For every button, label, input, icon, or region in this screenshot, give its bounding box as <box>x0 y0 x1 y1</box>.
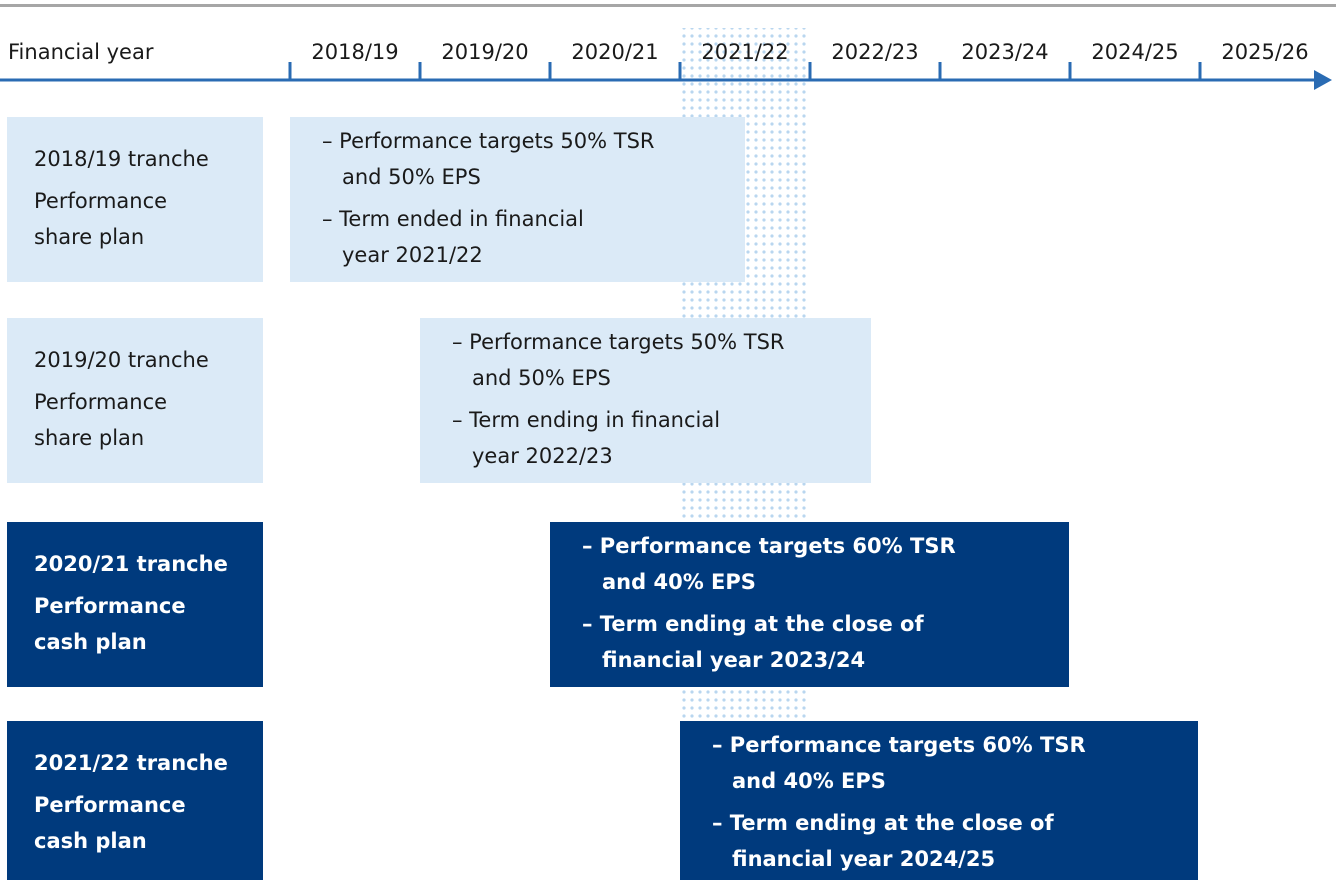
plan-name: Performance <box>34 390 167 414</box>
tranche-title: 2020/21 tranche <box>34 552 228 576</box>
tranche-title: 2019/20 tranche <box>34 348 209 372</box>
term-detail: – Term ending at the close of <box>712 811 1054 835</box>
axis-label: Financial year <box>8 40 154 64</box>
term-detail: – Term ending in financial <box>452 408 720 432</box>
term-detail: and 50% EPS <box>472 366 611 390</box>
year-label: 2025/26 <box>1221 40 1308 64</box>
term-detail: financial year 2023/24 <box>602 648 865 672</box>
term-detail: and 40% EPS <box>732 769 886 793</box>
tranche-label-box <box>7 522 263 687</box>
term-detail: – Performance targets 60% TSR <box>582 534 956 558</box>
year-label: 2024/25 <box>1091 40 1178 64</box>
term-detail: – Term ending at the close of <box>582 612 924 636</box>
tranche-term-box <box>680 721 1198 880</box>
year-label: 2023/24 <box>961 40 1048 64</box>
tranche-title: 2018/19 tranche <box>34 147 209 171</box>
term-detail: financial year 2024/25 <box>732 847 995 871</box>
term-detail: – Performance targets 60% TSR <box>712 733 1086 757</box>
term-detail: – Term ended in financial <box>322 207 584 231</box>
tranche-label-box <box>7 721 263 880</box>
term-detail: – Performance targets 50% TSR <box>452 330 785 354</box>
year-label: 2018/19 <box>311 40 398 64</box>
axis-arrow <box>1314 70 1332 90</box>
tranche-term-box <box>290 117 745 282</box>
term-detail: and 50% EPS <box>342 165 481 189</box>
plan-name: cash plan <box>34 829 147 853</box>
term-detail: year 2021/22 <box>342 243 483 267</box>
tranche-label-box <box>7 318 263 483</box>
term-detail: – Performance targets 50% TSR <box>322 129 655 153</box>
year-label: 2020/21 <box>571 40 658 64</box>
plan-name: cash plan <box>34 630 147 654</box>
term-detail: year 2022/23 <box>472 444 613 468</box>
plan-name: share plan <box>34 225 144 249</box>
plan-name: Performance <box>34 793 186 817</box>
year-label: 2019/20 <box>441 40 528 64</box>
year-label: 2022/23 <box>831 40 918 64</box>
top-rule <box>0 4 1336 7</box>
tranche-title: 2021/22 tranche <box>34 751 228 775</box>
plan-name: share plan <box>34 426 144 450</box>
plan-name: Performance <box>34 189 167 213</box>
tranche-term-box <box>550 522 1069 687</box>
year-label: 2021/22 <box>701 40 788 64</box>
tranche-term-box <box>420 318 871 483</box>
tranche-label-box <box>7 117 263 282</box>
plan-name: Performance <box>34 594 186 618</box>
term-detail: and 40% EPS <box>602 570 756 594</box>
